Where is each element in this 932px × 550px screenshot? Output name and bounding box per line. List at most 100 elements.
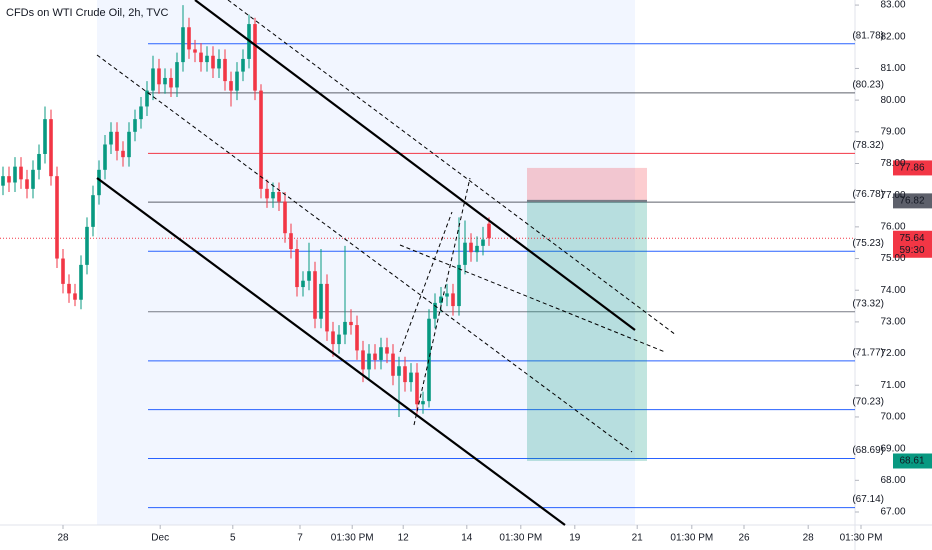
candle-body bbox=[253, 24, 257, 91]
x-tick-label: 19 bbox=[569, 533, 581, 544]
fib-label: (80.23) bbox=[852, 79, 884, 90]
y-tick-label: 75.00 bbox=[880, 253, 905, 264]
candle-body bbox=[13, 166, 17, 183]
price-tag bbox=[893, 160, 932, 176]
channel-dash bbox=[399, 244, 666, 353]
pitch-dash bbox=[413, 177, 471, 426]
candle-body bbox=[271, 192, 275, 199]
candle-body bbox=[151, 68, 155, 91]
candle-body bbox=[265, 188, 269, 199]
x-tick-label: 14 bbox=[461, 533, 473, 544]
y-tick-label: 70.00 bbox=[880, 412, 905, 423]
candle-body bbox=[379, 347, 383, 360]
candle-body bbox=[193, 49, 197, 53]
x-tick-label: 01:30 PM bbox=[331, 533, 374, 544]
x-tick-label: 21 bbox=[632, 533, 644, 544]
y-tick-label: 79.00 bbox=[880, 126, 905, 137]
candle-body bbox=[349, 321, 353, 326]
candle-body bbox=[163, 77, 167, 85]
pitch-dash bbox=[399, 211, 453, 353]
candle-body bbox=[49, 119, 53, 177]
y-tick-label: 83.00 bbox=[880, 0, 905, 11]
y-tick-label: 81.00 bbox=[880, 63, 905, 74]
candle-body bbox=[337, 334, 341, 345]
candle-body bbox=[19, 166, 23, 180]
x-tick-label: 26 bbox=[738, 533, 750, 544]
fib-label: (71.77) bbox=[852, 348, 884, 359]
y-tick-label: 82.00 bbox=[880, 31, 905, 42]
plot-layer: (81.78) (80.23) (78.32) (76.78) (75.23) (73.3… bbox=[0, 5, 932, 509]
channel bbox=[96, 0, 677, 526]
candle-body bbox=[355, 325, 359, 351]
candle-body bbox=[487, 223, 491, 239]
y-tick-label: 67.00 bbox=[880, 507, 905, 518]
x-tick-label: Dec bbox=[151, 533, 169, 544]
candle-body bbox=[229, 81, 233, 91]
price-tag bbox=[893, 453, 932, 469]
candle-body bbox=[133, 119, 137, 132]
x-tick-label: 01:30 PM bbox=[499, 533, 542, 544]
candle-body bbox=[463, 242, 467, 265]
candle-body bbox=[115, 131, 119, 151]
channel-top bbox=[194, 0, 636, 331]
candle-body bbox=[457, 264, 461, 307]
channel-dash bbox=[227, 0, 677, 336]
candle-body bbox=[205, 55, 209, 63]
candle-body bbox=[37, 153, 41, 170]
price-tag-label: 68.61 bbox=[899, 456, 924, 467]
fib-label: (81.78) bbox=[852, 30, 884, 41]
candle-body bbox=[475, 245, 479, 253]
x-tick-label: 01:30 PM bbox=[840, 533, 883, 544]
candle-body bbox=[295, 249, 299, 288]
candle-body bbox=[223, 58, 227, 82]
candle-body bbox=[79, 264, 83, 300]
candle-body bbox=[397, 366, 401, 376]
fib-label: (76.78) bbox=[852, 189, 884, 200]
candle-body bbox=[391, 353, 395, 376]
countdown: 59:30 bbox=[899, 245, 924, 256]
candle-body bbox=[421, 401, 425, 405]
candle-body bbox=[235, 71, 239, 91]
fib-label: (67.14) bbox=[852, 494, 884, 505]
candle-body bbox=[61, 258, 65, 284]
candle-body bbox=[451, 293, 455, 307]
candle-body bbox=[469, 242, 473, 253]
candle-body bbox=[415, 372, 419, 405]
candle-body bbox=[433, 302, 437, 319]
y-tick-label: 72.00 bbox=[880, 348, 905, 359]
price-tag-label: 76.82 bbox=[899, 196, 924, 207]
y-tick-label: 78.00 bbox=[880, 158, 905, 169]
candle-body bbox=[181, 27, 185, 63]
y-tick-label: 71.00 bbox=[880, 380, 905, 391]
x-tick-label: 7 bbox=[297, 533, 303, 544]
candle-body bbox=[283, 201, 287, 234]
candle-body bbox=[91, 195, 95, 227]
candle-body bbox=[301, 280, 305, 288]
candle-body bbox=[343, 321, 347, 335]
candle-body bbox=[121, 150, 125, 158]
x-tick-label: 28 bbox=[803, 533, 815, 544]
channel-bottom bbox=[96, 177, 566, 526]
candle-body bbox=[73, 293, 77, 300]
y-tick-label: 73.00 bbox=[880, 317, 905, 328]
x-tick-label: 01:30 PM bbox=[670, 533, 713, 544]
candle-body bbox=[277, 192, 281, 202]
x-tick-label: 12 bbox=[398, 533, 410, 544]
candle-body bbox=[241, 58, 245, 72]
candle-body bbox=[367, 353, 371, 370]
candle-body bbox=[199, 52, 203, 63]
candle-body bbox=[127, 131, 131, 158]
candle-body bbox=[361, 350, 365, 370]
candle-body bbox=[187, 27, 191, 50]
candle-body bbox=[145, 90, 149, 107]
y-tick-label: 68.00 bbox=[880, 475, 905, 486]
x-tick-label: 28 bbox=[57, 533, 69, 544]
x-tick-label: 5 bbox=[230, 533, 236, 544]
candle-body bbox=[307, 271, 311, 281]
price-tag bbox=[893, 230, 932, 258]
candle-body bbox=[385, 347, 389, 354]
fib-label: (70.23) bbox=[852, 396, 884, 407]
chart-title: CFDs on WTI Crude Oil, 2h, TVC bbox=[6, 7, 168, 19]
candle-body bbox=[103, 144, 107, 170]
